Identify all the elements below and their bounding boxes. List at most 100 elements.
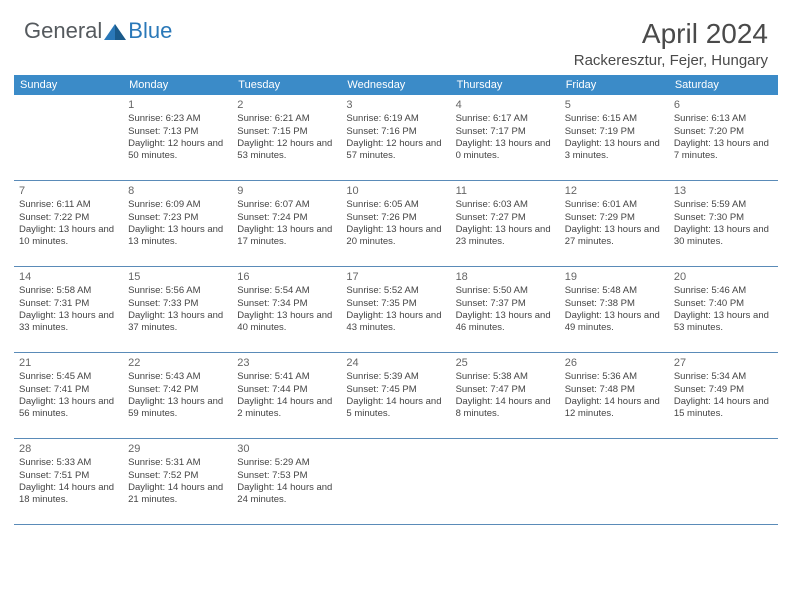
day-number: 7 (19, 184, 118, 198)
day-cell: 22Sunrise: 5:43 AMSunset: 7:42 PMDayligh… (123, 353, 232, 439)
sunrise-line: Sunrise: 6:07 AM (237, 199, 336, 211)
day-cell: 8Sunrise: 6:09 AMSunset: 7:23 PMDaylight… (123, 181, 232, 267)
sunset-line: Sunset: 7:34 PM (237, 298, 336, 310)
daylight-line: Daylight: 14 hours and 12 minutes. (565, 396, 664, 421)
sunrise-line: Sunrise: 5:34 AM (674, 371, 773, 383)
sunset-line: Sunset: 7:31 PM (19, 298, 118, 310)
sunset-line: Sunset: 7:30 PM (674, 212, 773, 224)
daylight-line: Daylight: 13 hours and 20 minutes. (346, 224, 445, 249)
day-cell: 15Sunrise: 5:56 AMSunset: 7:33 PMDayligh… (123, 267, 232, 353)
day-number: 26 (565, 356, 664, 370)
day-cell: 16Sunrise: 5:54 AMSunset: 7:34 PMDayligh… (232, 267, 341, 353)
day-cell: 14Sunrise: 5:58 AMSunset: 7:31 PMDayligh… (14, 267, 123, 353)
daylight-line: Daylight: 13 hours and 3 minutes. (565, 138, 664, 163)
daylight-line: Daylight: 13 hours and 40 minutes. (237, 310, 336, 335)
day-number: 27 (674, 356, 773, 370)
sunset-line: Sunset: 7:19 PM (565, 126, 664, 138)
day-cell: 18Sunrise: 5:50 AMSunset: 7:37 PMDayligh… (451, 267, 560, 353)
day-cell: 23Sunrise: 5:41 AMSunset: 7:44 PMDayligh… (232, 353, 341, 439)
day-number: 2 (237, 98, 336, 112)
day-cell: 2Sunrise: 6:21 AMSunset: 7:15 PMDaylight… (232, 95, 341, 181)
sunrise-line: Sunrise: 5:29 AM (237, 457, 336, 469)
daylight-line: Daylight: 13 hours and 43 minutes. (346, 310, 445, 335)
sunset-line: Sunset: 7:15 PM (237, 126, 336, 138)
location-subtitle: Rackeresztur, Fejer, Hungary (574, 52, 768, 69)
sunset-line: Sunset: 7:52 PM (128, 470, 227, 482)
day-cell: 12Sunrise: 6:01 AMSunset: 7:29 PMDayligh… (560, 181, 669, 267)
sunrise-line: Sunrise: 5:54 AM (237, 285, 336, 297)
day-cell: 5Sunrise: 6:15 AMSunset: 7:19 PMDaylight… (560, 95, 669, 181)
sunrise-line: Sunrise: 5:36 AM (565, 371, 664, 383)
day-cell: 11Sunrise: 6:03 AMSunset: 7:27 PMDayligh… (451, 181, 560, 267)
day-cell: 7Sunrise: 6:11 AMSunset: 7:22 PMDaylight… (14, 181, 123, 267)
day-cell: 25Sunrise: 5:38 AMSunset: 7:47 PMDayligh… (451, 353, 560, 439)
weekday-header: Tuesday (232, 75, 341, 95)
sunrise-line: Sunrise: 5:31 AM (128, 457, 227, 469)
daylight-line: Daylight: 13 hours and 49 minutes. (565, 310, 664, 335)
title-block: April 2024 Rackeresztur, Fejer, Hungary (574, 18, 768, 69)
sunset-line: Sunset: 7:51 PM (19, 470, 118, 482)
day-number: 3 (346, 98, 445, 112)
sunrise-line: Sunrise: 5:43 AM (128, 371, 227, 383)
sunset-line: Sunset: 7:35 PM (346, 298, 445, 310)
daylight-line: Daylight: 13 hours and 59 minutes. (128, 396, 227, 421)
day-number: 1 (128, 98, 227, 112)
sunset-line: Sunset: 7:16 PM (346, 126, 445, 138)
day-cell: 24Sunrise: 5:39 AMSunset: 7:45 PMDayligh… (341, 353, 450, 439)
weekday-header: Monday (123, 75, 232, 95)
sunset-line: Sunset: 7:44 PM (237, 384, 336, 396)
sunrise-line: Sunrise: 6:09 AM (128, 199, 227, 211)
sunrise-line: Sunrise: 5:38 AM (456, 371, 555, 383)
daylight-line: Daylight: 14 hours and 2 minutes. (237, 396, 336, 421)
day-number: 19 (565, 270, 664, 284)
sunset-line: Sunset: 7:47 PM (456, 384, 555, 396)
daylight-line: Daylight: 14 hours and 24 minutes. (237, 482, 336, 507)
day-number: 22 (128, 356, 227, 370)
sunrise-line: Sunrise: 6:11 AM (19, 199, 118, 211)
daylight-line: Daylight: 13 hours and 10 minutes. (19, 224, 118, 249)
day-number: 13 (674, 184, 773, 198)
sunset-line: Sunset: 7:20 PM (674, 126, 773, 138)
sunrise-line: Sunrise: 5:48 AM (565, 285, 664, 297)
logo-triangle-icon (104, 22, 126, 40)
sunset-line: Sunset: 7:29 PM (565, 212, 664, 224)
day-cell: 27Sunrise: 5:34 AMSunset: 7:49 PMDayligh… (669, 353, 778, 439)
daylight-line: Daylight: 13 hours and 7 minutes. (674, 138, 773, 163)
logo-text-blue: Blue (128, 18, 172, 44)
daylight-line: Daylight: 14 hours and 15 minutes. (674, 396, 773, 421)
day-number: 5 (565, 98, 664, 112)
calendar-grid: 1Sunrise: 6:23 AMSunset: 7:13 PMDaylight… (14, 95, 778, 525)
sunset-line: Sunset: 7:45 PM (346, 384, 445, 396)
sunrise-line: Sunrise: 5:50 AM (456, 285, 555, 297)
daylight-line: Daylight: 13 hours and 27 minutes. (565, 224, 664, 249)
day-number: 18 (456, 270, 555, 284)
daylight-line: Daylight: 13 hours and 23 minutes. (456, 224, 555, 249)
sunrise-line: Sunrise: 5:46 AM (674, 285, 773, 297)
sunrise-line: Sunrise: 6:19 AM (346, 113, 445, 125)
sunrise-line: Sunrise: 6:17 AM (456, 113, 555, 125)
sunset-line: Sunset: 7:22 PM (19, 212, 118, 224)
day-cell: 4Sunrise: 6:17 AMSunset: 7:17 PMDaylight… (451, 95, 560, 181)
day-cell: 1Sunrise: 6:23 AMSunset: 7:13 PMDaylight… (123, 95, 232, 181)
sunrise-line: Sunrise: 5:39 AM (346, 371, 445, 383)
daylight-line: Daylight: 13 hours and 37 minutes. (128, 310, 227, 335)
day-cell: 26Sunrise: 5:36 AMSunset: 7:48 PMDayligh… (560, 353, 669, 439)
sunset-line: Sunset: 7:23 PM (128, 212, 227, 224)
logo: General Blue (24, 18, 172, 44)
day-cell: 9Sunrise: 6:07 AMSunset: 7:24 PMDaylight… (232, 181, 341, 267)
weekday-header: Wednesday (341, 75, 450, 95)
daylight-line: Daylight: 12 hours and 57 minutes. (346, 138, 445, 163)
sunrise-line: Sunrise: 6:05 AM (346, 199, 445, 211)
empty-cell (669, 439, 778, 525)
daylight-line: Daylight: 14 hours and 5 minutes. (346, 396, 445, 421)
sunset-line: Sunset: 7:40 PM (674, 298, 773, 310)
daylight-line: Daylight: 14 hours and 8 minutes. (456, 396, 555, 421)
sunset-line: Sunset: 7:13 PM (128, 126, 227, 138)
sunrise-line: Sunrise: 6:13 AM (674, 113, 773, 125)
day-cell: 20Sunrise: 5:46 AMSunset: 7:40 PMDayligh… (669, 267, 778, 353)
day-number: 17 (346, 270, 445, 284)
sunset-line: Sunset: 7:38 PM (565, 298, 664, 310)
weekday-header: Saturday (669, 75, 778, 95)
sunset-line: Sunset: 7:37 PM (456, 298, 555, 310)
day-number: 9 (237, 184, 336, 198)
